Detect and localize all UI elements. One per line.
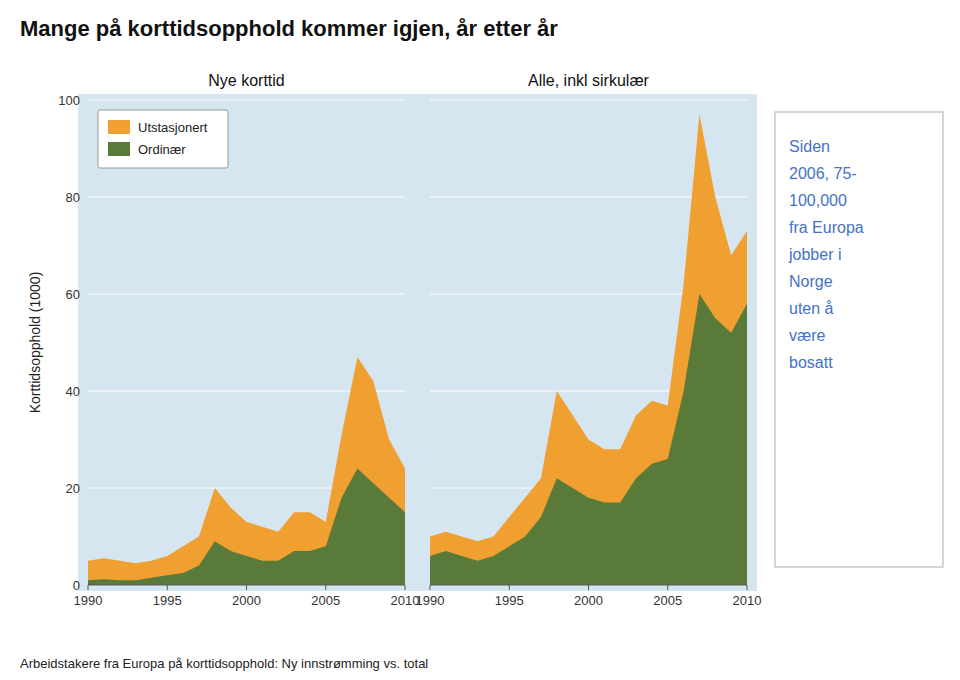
panel: 19901995200020052010020406080100Nye kort… — [27, 72, 419, 608]
annotation-line: Siden — [789, 138, 830, 155]
annotation: Siden 2006, 75- 100,000 fra Europa jobber i N… — [775, 112, 943, 567]
grid-line — [88, 100, 405, 101]
x-tick-label: 1995 — [495, 593, 524, 608]
y-tick-label: 0 — [73, 578, 80, 593]
x-tick-label: 2000 — [232, 593, 261, 608]
annotation-line: fra Europa — [789, 219, 864, 236]
area — [430, 294, 747, 585]
grid-line — [430, 100, 747, 101]
legend-swatch — [108, 142, 130, 156]
annotation-line: 100,000 — [789, 192, 847, 209]
panel-title: Alle, inkl sirkulær — [528, 72, 650, 89]
legend-box — [98, 110, 228, 168]
area — [430, 115, 747, 585]
annotation-text: Siden 2006, 75- 100,000 fra Europa jobber i N… — [788, 138, 864, 371]
title: Mange på korttidsopphold kommer igjen, å… — [20, 16, 558, 41]
annotation-line: uten å — [789, 300, 834, 317]
x-tick — [430, 585, 431, 590]
x-tick-label: 2000 — [574, 593, 603, 608]
marks — [430, 115, 747, 585]
x-tick — [509, 585, 510, 590]
annotation-line: jobber i — [788, 246, 841, 263]
annotation-box — [775, 112, 943, 567]
x-tick-label: 2005 — [653, 593, 682, 608]
panel-title: Nye korttid — [208, 72, 284, 89]
legend-swatch — [108, 120, 130, 134]
y-axis-label: Korttidsopphold (1000) — [27, 272, 43, 414]
annotation-line: Norge — [789, 273, 833, 290]
x-tick — [667, 585, 668, 590]
area — [88, 357, 405, 585]
annotation-line: være — [789, 327, 826, 344]
x-tick — [167, 585, 168, 590]
x-tick-label: 2005 — [311, 593, 340, 608]
y-tick-label: 40 — [66, 384, 80, 399]
panel: 1990 1995 2000 2005 2010 Alle, inkl sirkulær — [416, 72, 762, 608]
x-tick-label: 1995 — [153, 593, 182, 608]
grid-line — [88, 294, 405, 295]
area — [88, 469, 405, 585]
legend-label: Ordinær — [138, 142, 186, 157]
x-tick — [246, 585, 247, 590]
y-tick-label: 20 — [66, 481, 80, 496]
annotation-line: 2006, 75- — [789, 165, 857, 182]
chart-root: Mange på korttidsopphold kommer igjen, å… — [0, 0, 960, 680]
subtitle: Arbeidstakere fra Europa på korttidsopph… — [20, 656, 428, 671]
y-tick-label: 80 — [66, 190, 80, 205]
plot-background — [78, 94, 757, 591]
legend-label: Utstasjonert — [138, 120, 208, 135]
grid-line — [88, 197, 405, 198]
marks — [88, 357, 405, 585]
y-tick-label: 100 — [58, 93, 80, 108]
y-tick-label: 60 — [66, 287, 80, 302]
x-tick-label: 2010 — [733, 593, 762, 608]
legend: Utstasjonert Ordinær — [98, 110, 228, 168]
annotation-line: bosatt — [789, 354, 833, 371]
x-tick — [747, 585, 748, 590]
x-tick — [405, 585, 406, 590]
x-tick — [325, 585, 326, 590]
x-tick — [88, 585, 89, 590]
x-tick — [588, 585, 589, 590]
x-tick-label: 1990 — [416, 593, 445, 608]
x-tick-label: 1990 — [74, 593, 103, 608]
